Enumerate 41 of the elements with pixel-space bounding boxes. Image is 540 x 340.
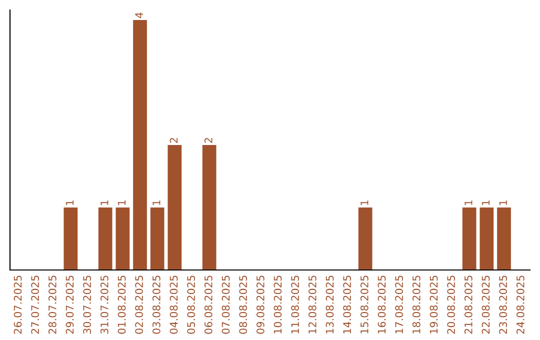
x-tick-label: 07.08.2025 [222, 276, 230, 334]
data-label: 1 [464, 200, 472, 205]
x-tick-label: 13.08.2025 [326, 276, 334, 334]
x-tick-label: 14.08.2025 [343, 276, 352, 334]
x-tick-label: 31.07.2025 [100, 276, 108, 334]
data-label: 1 [152, 200, 160, 205]
x-tick-label: 26.07.2025 [14, 276, 22, 334]
x-tick-label: 02.08.2025 [135, 276, 144, 334]
x-tick-label: 29.07.2025 [66, 276, 74, 334]
x-tick-label: 01.08.2025 [118, 276, 126, 334]
data-label: 1 [66, 200, 74, 205]
data-label: 1 [360, 200, 368, 205]
data-label: 1 [499, 200, 507, 205]
x-tick-label: 20.08.2025 [447, 276, 456, 334]
x-tick-label: 10.08.2025 [274, 276, 282, 334]
x-tick-label: 18.08.2025 [412, 276, 420, 334]
x-tick-label: 03.08.2025 [152, 276, 160, 334]
data-label: 4 [135, 12, 143, 18]
x-tick-label: 05.08.2025 [187, 276, 196, 334]
data-label: 1 [118, 200, 126, 205]
x-tick-label: 17.08.2025 [395, 276, 404, 334]
data-label: 1 [100, 200, 108, 205]
x-tick-label: 04.08.2025 [170, 276, 178, 334]
x-tick-label: 19.08.2025 [430, 276, 438, 334]
x-tick-label: 27.07.2025 [31, 276, 40, 334]
data-label: 2 [204, 138, 212, 143]
x-tick-label: 06.08.2025 [204, 276, 212, 334]
x-tick-label: 30.07.2025 [83, 276, 92, 334]
data-label: 1 [482, 200, 490, 205]
x-tick-label: 23.08.2025 [499, 276, 508, 334]
x-tick-label: 28.07.2025 [48, 276, 56, 334]
x-tick-label: 12.08.2025 [308, 276, 316, 334]
x-tick-label: 08.08.2025 [239, 276, 248, 334]
data-label: 2 [170, 138, 178, 143]
x-tick-label: 21.08.2025 [464, 276, 472, 334]
x-tick-label: 11.08.2025 [291, 276, 300, 334]
x-tick-label: 22.08.2025 [482, 276, 490, 334]
x-tick-label: 16.08.2025 [378, 276, 386, 334]
x-tick-label: 24.08.2025 [516, 276, 524, 334]
x-tick-label: 15.08.2025 [360, 276, 368, 334]
x-tick-label: 09.08.2025 [256, 276, 264, 334]
